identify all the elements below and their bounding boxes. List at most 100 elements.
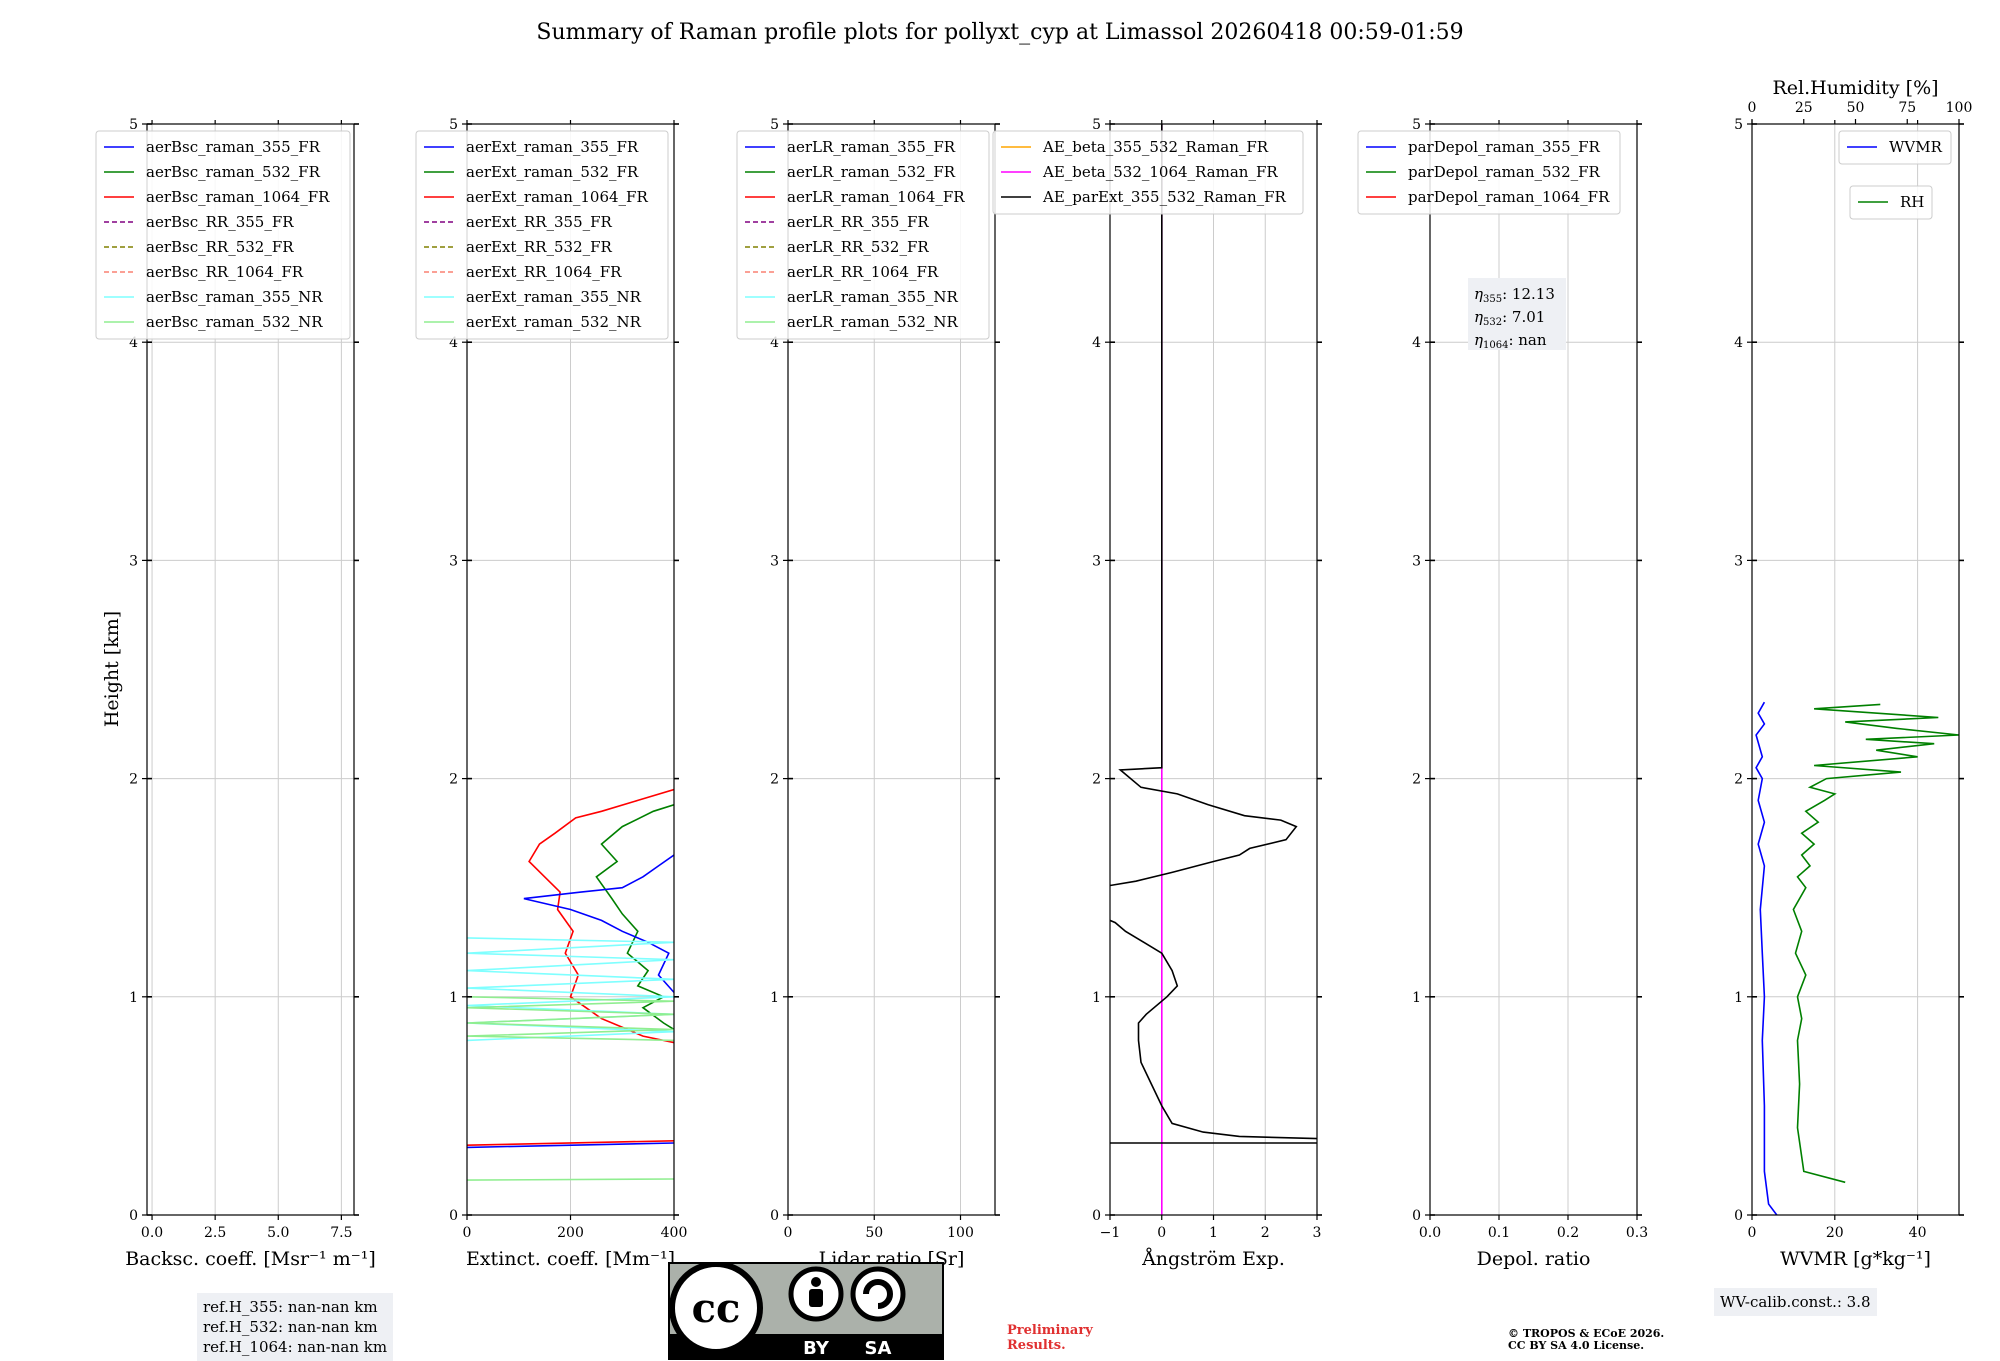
y-tick-label: 1	[770, 990, 779, 1006]
legend: aerExt_raman_355_FR aerExt_raman_532_FRae…	[415, 130, 669, 340]
legend-label: aerBsc_raman_355_NR	[146, 288, 323, 306]
legend-label: aerLR_raman_355_NR	[787, 288, 958, 306]
y-tick-label: 2	[1412, 772, 1421, 788]
y-tick-label: 1	[1092, 990, 1101, 1006]
legend-wvmr: WVMR	[1838, 130, 1952, 165]
series-line-aerExt_raman_355_FR	[523, 854, 674, 993]
series-line-AE_parExt_355_532_Raman_FR_low	[1110, 919, 1317, 1140]
series-line-aerExt_raman_532_NR	[467, 996, 674, 1042]
legend-label: aerLR_RR_532_FR	[787, 238, 929, 256]
legend-frame	[415, 130, 669, 340]
x-axis-label: Depol. ratio	[1477, 1248, 1591, 1270]
x-top-tick-label: 75	[1898, 100, 1916, 116]
y-tick-label: 5	[1412, 117, 1421, 133]
legend-frame	[992, 130, 1304, 215]
y-tick-label: 3	[1734, 553, 1743, 569]
y-tick-label: 5	[129, 117, 138, 133]
eta-532: η532: 7.01	[1474, 308, 1545, 328]
legend-frame	[95, 130, 351, 340]
x-top-tick-label: 100	[1946, 100, 1973, 116]
copyright-note: © TROPOS & ECoE 2026. CC BY SA 4.0 Licen…	[1508, 1328, 1664, 1352]
series-line-near_ground_blue	[467, 1142, 674, 1149]
legend-label: parDepol_raman_532_FR	[1408, 163, 1601, 181]
y-tick-label: 1	[129, 990, 138, 1006]
x-axis-label: Extinct. coeff. [Mm⁻¹]	[466, 1248, 675, 1270]
y-tick-label: 3	[1412, 553, 1421, 569]
series-line-near_ground_lightgreen	[467, 1178, 674, 1181]
y-tick-label: 3	[449, 553, 458, 569]
y-tick-label: 5	[1734, 117, 1743, 133]
y-tick-label: 2	[129, 772, 138, 788]
y-tick-label: 0	[1412, 1208, 1421, 1224]
legend: AE_beta_355_532_Raman_FR AE_beta_532_1064…	[992, 130, 1304, 215]
x-tick-label: 400	[661, 1225, 688, 1241]
legend-label: aerExt_raman_355_FR	[466, 138, 639, 156]
cc-logo-text: cc	[692, 1285, 741, 1332]
copyright-line1: © TROPOS & ECoE 2026.	[1508, 1327, 1665, 1340]
wv-calibration-text: WV-calib.const.: 3.8	[1720, 1293, 1871, 1311]
y-tick-label: 4	[1092, 335, 1101, 351]
y-tick-label: 2	[770, 772, 779, 788]
y-tick-label: 4	[1734, 335, 1743, 351]
figure-title: Summary of Raman profile plots for polly…	[536, 20, 1464, 45]
x-tick-label: 5.0	[267, 1225, 289, 1241]
legend-label: aerExt_RR_355_FR	[466, 213, 613, 231]
ref-h-1064: ref.H_1064: nan-nan km	[203, 1338, 388, 1356]
legend-label: parDepol_raman_355_FR	[1408, 138, 1601, 156]
x-tick-label: 0.1	[1488, 1225, 1510, 1241]
legend-label: aerBsc_raman_355_FR	[146, 138, 321, 156]
legend-label: aerBsc_RR_532_FR	[146, 238, 294, 256]
copyright-line2: CC BY SA 4.0 License.	[1508, 1339, 1645, 1352]
y-tick-label: 2	[1092, 772, 1101, 788]
x-top-tick-label: 50	[1847, 100, 1865, 116]
legend-label: aerLR_raman_532_FR	[787, 163, 956, 181]
x-tick-label: 0.2	[1557, 1225, 1579, 1241]
legend-frame	[1838, 130, 1952, 165]
preliminary-line1: Preliminary	[1007, 1323, 1093, 1338]
x-tick-label: 40	[1909, 1225, 1927, 1241]
ref-h-355: ref.H_355: nan-nan km	[203, 1298, 378, 1316]
x-tick-label: 0.0	[1419, 1225, 1441, 1241]
y-tick-label: 3	[129, 553, 138, 569]
x-tick-label: 0.3	[1626, 1225, 1648, 1241]
y-tick-label: 5	[1092, 117, 1101, 133]
legend-rh: RH	[1849, 185, 1933, 220]
series-line-WVMR	[1755, 701, 1778, 1215]
legend-label: RH	[1900, 193, 1924, 211]
x-tick-label: 7.5	[330, 1225, 352, 1241]
series-group	[1755, 701, 1959, 1215]
series-group	[1110, 124, 1317, 1215]
legend-label: aerBsc_RR_355_FR	[146, 213, 294, 231]
x-tick-label: 0	[784, 1225, 793, 1241]
cc-by-text: BY	[803, 1338, 830, 1359]
y-tick-label: 0	[770, 1208, 779, 1224]
x-tick-label: 100	[947, 1225, 974, 1241]
x-tick-label: 0	[463, 1225, 472, 1241]
legend-label: aerExt_raman_1064_FR	[466, 188, 648, 206]
wv-calibration-box: WV-calib.const.: 3.8	[1714, 1288, 1877, 1316]
legend-label: aerLR_raman_355_FR	[787, 138, 956, 156]
legend-frame	[1849, 185, 1933, 220]
axes-frame	[787, 123, 996, 1216]
x-tick-label: 50	[865, 1225, 883, 1241]
subplot-5: 0 1 2 3 4 5 0.0 0.1 0.2 0.3 Depol. ratio parDepol_r…	[1357, 117, 1648, 1270]
y-tick-label: 1	[1734, 990, 1743, 1006]
x-tick-label: 2	[1261, 1225, 1270, 1241]
subplot-1: 0 1 2 3 4 5 0.0 2.5 5.0 7.5 Backsc. coeff. [Msr⁻¹ …	[95, 117, 376, 1270]
x-tick-label: −1	[1100, 1225, 1121, 1241]
subplot-2: 0 1 2 3 4 5 0 200 400 Extinct. coeff. [Mm⁻¹] aerEx…	[415, 117, 688, 1270]
y-tick-label: 0	[449, 1208, 458, 1224]
eta-1064: η1064: nan	[1474, 331, 1547, 351]
axes-frame	[1429, 123, 1638, 1216]
legend-label: WVMR	[1889, 138, 1943, 156]
y-tick-label: 0	[1092, 1208, 1101, 1224]
legend-label: aerBsc_RR_1064_FR	[146, 263, 304, 281]
axes-frame	[1751, 123, 1960, 1216]
x-top-axis-label: Rel.Humidity [%]	[1772, 77, 1938, 99]
legend-label: aerExt_raman_532_NR	[466, 313, 642, 331]
legend: aerBsc_raman_355_FR aerBsc_raman_532_FRae…	[95, 130, 351, 340]
x-tick-label: 2.5	[204, 1225, 226, 1241]
